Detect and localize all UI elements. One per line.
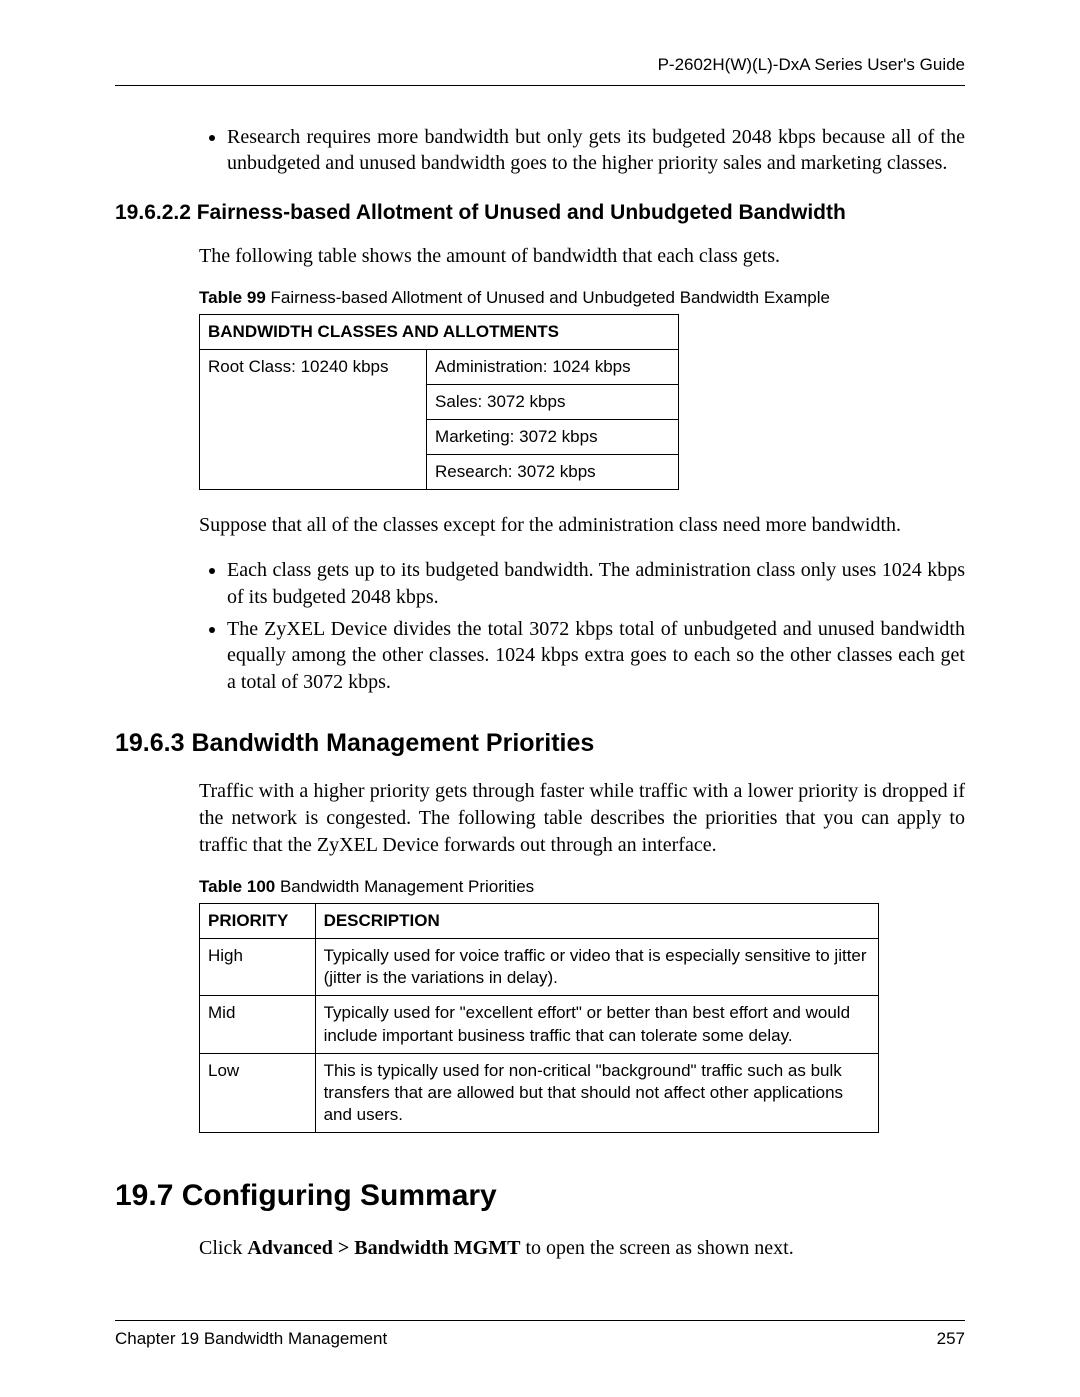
table-cell: Sales: 3072 kbps [427,384,679,419]
sec197-lead-post: to open the screen as shown next. [520,1237,793,1259]
sec197-lead: Click Advanced > Bandwidth MGMT to open … [199,1235,965,1262]
page-footer: Chapter 19 Bandwidth Management 257 [115,1320,965,1349]
table-100-caption: Table 100 Bandwidth Management Prioritie… [199,877,965,897]
intro-bullets: Research requires more bandwidth but onl… [199,124,965,177]
table-row: Low This is typically used for non-criti… [200,1053,879,1132]
list-item: The ZyXEL Device divides the total 3072 … [227,616,965,695]
table-row: BANDWIDTH CLASSES AND ALLOTMENTS [200,314,679,349]
table-cell: This is typically used for non-critical … [315,1053,878,1132]
table-row: PRIORITY DESCRIPTION [200,904,879,939]
intro-bullet-block: Research requires more bandwidth but onl… [199,124,965,177]
sec197-lead-bold: Advanced > Bandwidth MGMT [247,1237,520,1259]
heading-19-6-2-2: 19.6.2.2 Fairness-based Allotment of Unu… [115,201,965,225]
table-cell: Administration: 1024 kbps [427,349,679,384]
table-100: PRIORITY DESCRIPTION High Typically used… [199,903,879,1133]
table-cell: Mid [200,996,316,1053]
sec19622-bullets: Each class gets up to its budgeted bandw… [199,557,965,695]
sec19622-body: The following table shows the amount of … [199,243,965,695]
table-99-header: BANDWIDTH CLASSES AND ALLOTMENTS [200,314,679,349]
document-page: P-2602H(W)(L)-DxA Series User's Guide Re… [0,0,1080,1397]
footer-chapter: Chapter 19 Bandwidth Management [115,1329,387,1349]
table-100-caption-text: Bandwidth Management Priorities [275,877,534,896]
table-99: BANDWIDTH CLASSES AND ALLOTMENTS Root Cl… [199,314,679,490]
heading-19-6-3: 19.6.3 Bandwidth Management Priorities [115,729,965,758]
table-cell: Research: 3072 kbps [427,455,679,490]
table-100-col-description: DESCRIPTION [315,904,878,939]
heading-19-7: 19.7 Configuring Summary [115,1179,965,1213]
page-content: Research requires more bandwidth but onl… [115,86,965,1262]
sec19622-lead: The following table shows the amount of … [199,243,965,270]
table-cell: Typically used for "excellent effort" or… [315,996,878,1053]
sec1963-lead: Traffic with a higher priority gets thro… [199,778,965,859]
table-99-label: Table 99 [199,288,266,307]
sec197-body: Click Advanced > Bandwidth MGMT to open … [199,1235,965,1262]
running-header: P-2602H(W)(L)-DxA Series User's Guide [115,55,965,86]
footer-page-number: 257 [937,1329,965,1349]
table-99-caption-text: Fairness-based Allotment of Unused and U… [266,288,830,307]
table-cell: Low [200,1053,316,1132]
table-100-label: Table 100 [199,877,275,896]
list-item: Each class gets up to its budgeted bandw… [227,557,965,610]
table-cell: High [200,939,316,996]
table-cell: Typically used for voice traffic or vide… [315,939,878,996]
sec197-lead-pre: Click [199,1237,247,1259]
list-item: Research requires more bandwidth but onl… [227,124,965,177]
sec19622-after: Suppose that all of the classes except f… [199,512,965,539]
table-row: Root Class: 10240 kbps Administration: 1… [200,349,679,384]
table-99-caption: Table 99 Fairness-based Allotment of Unu… [199,288,965,308]
table-row: High Typically used for voice traffic or… [200,939,879,996]
table-99-root-cell: Root Class: 10240 kbps [200,349,427,489]
table-cell: Marketing: 3072 kbps [427,420,679,455]
table-100-col-priority: PRIORITY [200,904,316,939]
table-row: Mid Typically used for "excellent effort… [200,996,879,1053]
sec1963-body: Traffic with a higher priority gets thro… [199,778,965,1133]
